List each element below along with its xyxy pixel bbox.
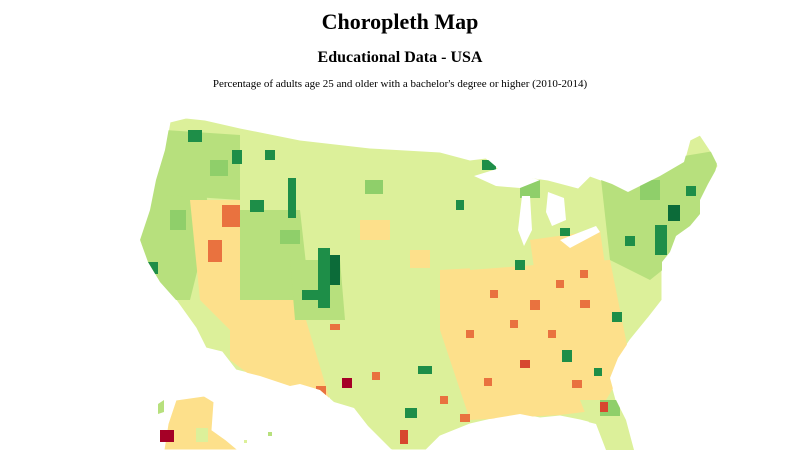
county-low[interactable]	[466, 330, 474, 338]
county-low[interactable]	[600, 402, 608, 412]
county-low[interactable]	[510, 320, 518, 328]
county-low[interactable]	[530, 300, 540, 310]
county-high[interactable]	[560, 228, 570, 236]
county-below[interactable]	[250, 330, 280, 350]
county-high[interactable]	[655, 225, 667, 255]
county-mid[interactable]	[210, 160, 228, 176]
county-low[interactable]	[208, 240, 222, 262]
county-high[interactable]	[625, 236, 635, 246]
county-mid[interactable]	[170, 210, 186, 230]
county-below[interactable]	[410, 250, 430, 268]
county-low[interactable]	[460, 414, 470, 422]
county-mid[interactable]	[280, 230, 300, 244]
county-high[interactable]	[686, 186, 696, 196]
county-high[interactable]	[232, 150, 242, 164]
map-description: Percentage of adults age 25 and older wi…	[212, 78, 588, 90]
page-title: Choropleth Map	[321, 9, 479, 34]
county-below[interactable]	[360, 220, 390, 240]
region-appalachia[interactable]	[530, 230, 610, 310]
alaska-islet[interactable]	[268, 432, 272, 436]
contiguous-us[interactable]	[139, 117, 720, 450]
county-low[interactable]	[556, 280, 564, 288]
region-nevada[interactable]	[190, 200, 240, 330]
county-high[interactable]	[148, 262, 158, 274]
county-low[interactable]	[548, 330, 556, 338]
county-high[interactable]	[405, 408, 417, 418]
county-high[interactable]	[302, 290, 318, 300]
county-high[interactable]	[594, 368, 602, 376]
county-high[interactable]	[612, 312, 622, 322]
county-high[interactable]	[668, 205, 680, 221]
alaska-islet[interactable]	[244, 440, 247, 443]
county-low[interactable]	[572, 380, 582, 388]
county-high[interactable]	[318, 248, 330, 308]
lake-michigan	[518, 196, 532, 246]
lake-superior	[474, 168, 540, 188]
county-low[interactable]	[580, 270, 588, 278]
county-low[interactable]	[580, 300, 590, 308]
county-high[interactable]	[562, 350, 572, 362]
county-mid[interactable]	[196, 428, 208, 442]
county-low[interactable]	[440, 396, 448, 404]
county-high[interactable]	[250, 200, 264, 212]
county-high[interactable]	[515, 260, 525, 270]
county-low[interactable]	[484, 378, 492, 386]
county-mid[interactable]	[365, 180, 383, 194]
county-low[interactable]	[490, 290, 498, 298]
region-northeast[interactable]	[600, 150, 720, 280]
lake-erie	[560, 226, 600, 248]
county-low[interactable]	[400, 430, 408, 444]
county-highest[interactable]	[160, 430, 174, 442]
county-high[interactable]	[330, 255, 340, 285]
county-low[interactable]	[222, 205, 240, 227]
county-low[interactable]	[330, 324, 340, 330]
county-low[interactable]	[342, 378, 352, 388]
county-mid[interactable]	[640, 180, 660, 200]
county-low[interactable]	[520, 360, 530, 368]
region-pacific-nw[interactable]	[165, 130, 240, 200]
county-high[interactable]	[265, 150, 275, 160]
county-low[interactable]	[372, 372, 380, 380]
county-high[interactable]	[418, 366, 432, 374]
county-high[interactable]	[482, 160, 496, 170]
map-subtitle: Educational Data - USA	[317, 49, 483, 66]
county-high[interactable]	[288, 178, 296, 218]
lake-huron	[546, 192, 566, 226]
county-high[interactable]	[456, 200, 464, 210]
alaska-island[interactable]	[158, 400, 164, 414]
alaska[interactable]	[158, 395, 272, 450]
county-high[interactable]	[188, 130, 202, 142]
